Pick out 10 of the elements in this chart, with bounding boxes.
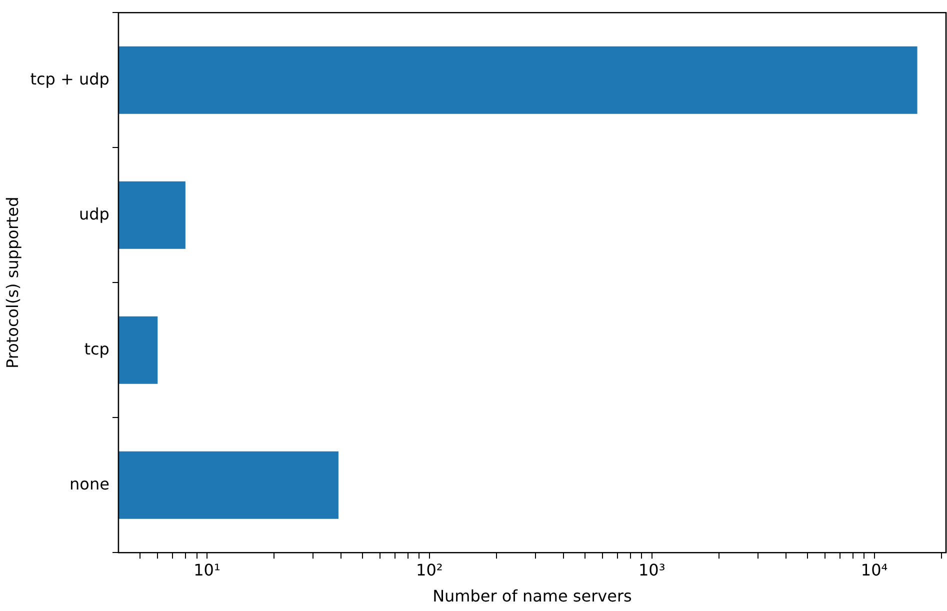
x-tick-label: 10²	[416, 560, 443, 580]
y-tick-label: tcp	[84, 339, 110, 358]
x-tick-label: 10³	[638, 560, 666, 580]
x-tick-label: 10¹	[194, 560, 220, 580]
x-axis-title: Number of name servers	[432, 586, 632, 606]
y-axis-title: Protocol(s) supported	[2, 196, 22, 369]
y-tick-label: udp	[79, 204, 110, 224]
x-tick-label: 10⁴	[860, 560, 888, 580]
y-tick-label: tcp + udp	[30, 69, 110, 88]
y-tick-label: none	[70, 474, 110, 494]
